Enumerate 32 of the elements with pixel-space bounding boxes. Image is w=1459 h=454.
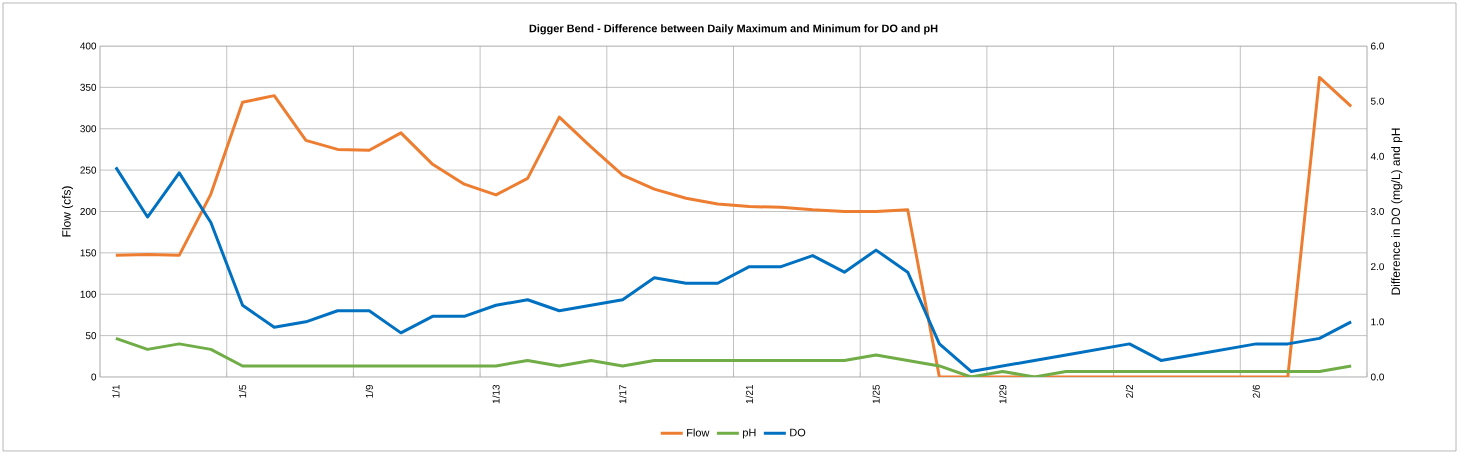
y2-tick-label: 4.0 bbox=[1370, 152, 1384, 160]
y2-tick-label: 3.0 bbox=[1370, 207, 1384, 216]
y-axis-title: Flow (cfs) bbox=[61, 186, 74, 237]
x-tick-label: 2/2 bbox=[1125, 385, 1134, 398]
x-tick-label: 1/29 bbox=[999, 384, 1007, 404]
chart-title: Digger Bend - Difference between Daily Maximum and Minimum for DO and pH bbox=[529, 24, 938, 35]
y-tick-label: 400 bbox=[80, 42, 97, 50]
x-tick-label: 1/17 bbox=[618, 385, 627, 404]
x-tick-label: 1/25 bbox=[872, 384, 880, 404]
legend-label: pH bbox=[743, 428, 756, 439]
y-tick-label: 0 bbox=[91, 373, 97, 381]
x-tick-label: 2/6 bbox=[1252, 384, 1260, 398]
y-tick-label: 50 bbox=[85, 332, 97, 340]
x-tick-label: 1/9 bbox=[365, 384, 373, 398]
y-tick-label: 250 bbox=[80, 166, 97, 174]
x-tick-label: 1/1 bbox=[112, 384, 120, 398]
y-tick-label: 100 bbox=[80, 290, 97, 298]
legend-label: DO bbox=[790, 428, 806, 437]
y-tick-label: 200 bbox=[80, 207, 97, 216]
y2-tick-label: 2.0 bbox=[1371, 263, 1384, 271]
y2-tick-label: 0.0 bbox=[1370, 373, 1384, 381]
x-tick-label: 1/13 bbox=[492, 384, 500, 404]
x-tick-label: 1/21 bbox=[745, 384, 753, 404]
y2-axis-title: Difference in DO (mg/L) and pH bbox=[1391, 128, 1403, 295]
y-tick-label: 300 bbox=[80, 125, 97, 133]
y-tick-label: 350 bbox=[80, 83, 97, 91]
y2-tick-label: 1.0 bbox=[1371, 318, 1384, 326]
x-tick-label: 1/5 bbox=[238, 384, 247, 398]
y-tick-label: 150 bbox=[80, 249, 97, 257]
y2-tick-label: 5.0 bbox=[1370, 97, 1384, 105]
legend-label: Flow bbox=[687, 428, 710, 437]
y2-tick-label: 6.0 bbox=[1371, 42, 1384, 50]
